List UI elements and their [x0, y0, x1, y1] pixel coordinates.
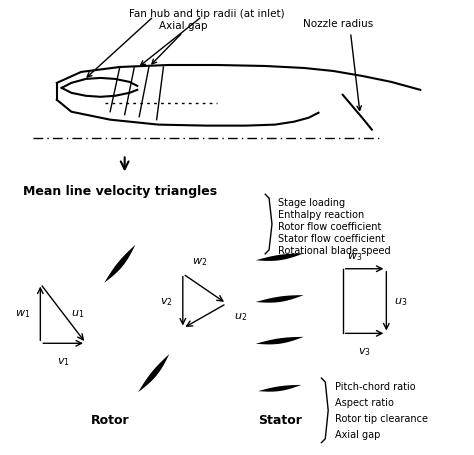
Polygon shape: [256, 254, 304, 261]
Text: Rotational blade speed: Rotational blade speed: [278, 245, 391, 255]
Text: Axial gap: Axial gap: [159, 21, 207, 31]
Polygon shape: [104, 245, 136, 283]
Text: Mean line velocity triangles: Mean line velocity triangles: [23, 185, 217, 198]
Text: Rotor flow coefficient: Rotor flow coefficient: [278, 222, 381, 232]
Polygon shape: [138, 354, 169, 392]
Text: Nozzle radius: Nozzle radius: [303, 19, 373, 29]
Text: $u_3$: $u_3$: [394, 295, 408, 307]
Text: $v_2$: $v_2$: [160, 295, 173, 307]
Text: Aspect ratio: Aspect ratio: [335, 397, 394, 407]
Text: Rotor tip clearance: Rotor tip clearance: [335, 413, 428, 423]
Polygon shape: [256, 295, 304, 303]
Text: Fan hub and tip radii (at inlet): Fan hub and tip radii (at inlet): [129, 9, 285, 19]
Text: Stator flow coefficient: Stator flow coefficient: [278, 233, 385, 243]
Text: $w_3$: $w_3$: [347, 250, 363, 262]
Text: $u_2$: $u_2$: [234, 310, 247, 322]
Text: $v_1$: $v_1$: [57, 355, 70, 367]
Text: $v_3$: $v_3$: [358, 345, 371, 357]
Text: Stage loading: Stage loading: [278, 198, 345, 208]
Polygon shape: [256, 337, 304, 344]
Text: Rotor: Rotor: [91, 413, 129, 426]
Text: Axial gap: Axial gap: [335, 429, 380, 439]
Text: Enthalpy reaction: Enthalpy reaction: [278, 210, 364, 220]
Text: $w_2$: $w_2$: [192, 255, 208, 267]
Text: Stator: Stator: [258, 413, 301, 426]
Text: $w_1$: $w_1$: [15, 308, 31, 320]
Text: $u_1$: $u_1$: [71, 308, 84, 320]
Text: Pitch-chord ratio: Pitch-chord ratio: [335, 381, 416, 391]
Polygon shape: [258, 385, 301, 392]
